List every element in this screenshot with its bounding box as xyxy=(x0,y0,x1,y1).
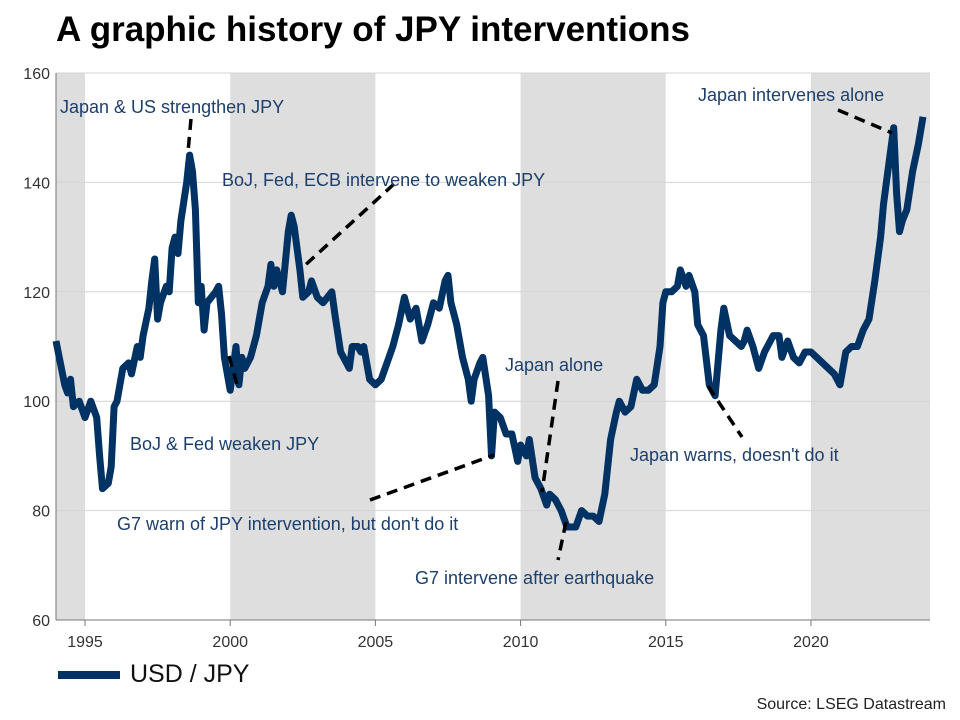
shaded-period xyxy=(56,73,86,620)
leader-a6 xyxy=(556,521,568,561)
leader-a7 xyxy=(706,385,744,438)
y-tick-label: 60 xyxy=(32,613,50,630)
annotation-a2: BoJ, Fed, ECB intervene to weaken JPY xyxy=(222,170,545,190)
leader-a3 xyxy=(227,355,240,389)
legend-swatch xyxy=(58,670,120,679)
annotation-a1: Japan & US strengthen JPY xyxy=(60,97,284,117)
x-tick-label: 2015 xyxy=(648,634,684,651)
x-axis: 1995 2000 2005 2010 2015 2020 xyxy=(56,619,930,651)
y-tick-label: 80 xyxy=(32,504,50,521)
annotation-a7: Japan warns, doesn't do it xyxy=(630,445,839,465)
leader-a8 xyxy=(837,108,893,135)
legend-label: USD / JPY xyxy=(130,660,250,688)
annotation-a6: G7 intervene after earthquake xyxy=(415,568,654,588)
annotations: Japan & US strengthen JPY BoJ, Fed, ECB … xyxy=(60,85,884,588)
series-line-usd-jpy xyxy=(52,116,927,531)
leader-a1 xyxy=(186,118,193,153)
leader-a2 xyxy=(300,182,396,270)
leader-a4 xyxy=(369,453,495,502)
y-tick-label: 140 xyxy=(23,175,50,192)
x-tick-label: 1995 xyxy=(67,634,103,651)
y-tick-label: 160 xyxy=(23,66,50,83)
x-tick-label: 2020 xyxy=(793,634,829,651)
x-tick-label: 2010 xyxy=(503,634,539,651)
annotation-a3: BoJ & Fed weaken JPY xyxy=(130,434,319,454)
leader-a5 xyxy=(540,380,560,493)
x-tick-label: 2000 xyxy=(212,634,248,651)
shaded-period xyxy=(520,73,666,620)
legend: USD / JPY xyxy=(58,660,249,689)
source-note: Source: LSEG Datastream xyxy=(756,696,946,713)
annotation-a8: Japan intervenes alone xyxy=(698,85,884,105)
y-axis: 60 80 100 120 140 160 xyxy=(23,66,57,630)
annotation-a4: G7 warn of JPY intervention, but don't d… xyxy=(117,514,458,534)
annotation-a5: Japan alone xyxy=(505,355,603,375)
x-tick-label: 2005 xyxy=(358,634,394,651)
y-tick-label: 120 xyxy=(23,285,50,302)
y-tick-label: 100 xyxy=(23,394,50,411)
shaded-period xyxy=(810,73,930,620)
annotation-leaders xyxy=(186,108,893,561)
chart-title: A graphic history of JPY interventions xyxy=(56,10,691,49)
